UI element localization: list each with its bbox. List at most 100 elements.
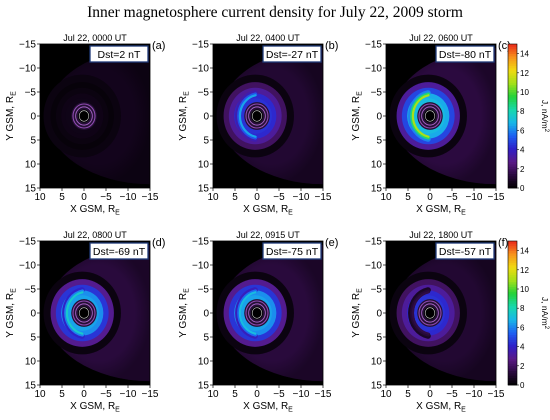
colorbar-tick-label: 6 (520, 126, 525, 135)
colorbar-cell (508, 320, 517, 323)
colorbar-tick-label: 8 (520, 304, 525, 313)
colorbar-cell (508, 82, 517, 86)
colorbar-cell (508, 250, 517, 254)
colorbar-label: J, nA/m2 (540, 100, 550, 133)
dst-box (89, 242, 149, 260)
panel-letter: (c) (498, 40, 511, 52)
colorbar-cell (508, 253, 517, 256)
panel-letter: (f) (498, 237, 508, 249)
colorbar-cell (508, 116, 517, 119)
colorbar-cell (508, 358, 517, 362)
colorbar-cell (508, 289, 517, 292)
colorbar-cell (508, 161, 517, 165)
colorbar-cell (508, 65, 517, 69)
y-tick-label: 15 (198, 184, 210, 195)
panel-letter: (a) (152, 40, 165, 52)
colorbar-cell (508, 168, 517, 172)
x-tick-label: 0 (427, 389, 433, 400)
colorbar-cell (508, 178, 517, 182)
partial-ring-current (238, 291, 257, 335)
y-tick-label: −15 (192, 40, 209, 51)
colorbar-cell (508, 51, 517, 54)
x-tick-label: 0 (81, 389, 87, 400)
colorbar-cell (508, 152, 517, 155)
colorbar-cell (508, 291, 517, 295)
colorbar-cell (508, 63, 517, 66)
x-tick-label: 0 (254, 192, 260, 203)
x-axis-label: X GSM, RE (416, 401, 466, 414)
colorbar-cell (508, 68, 517, 71)
colorbar-cell (508, 159, 517, 162)
colorbar-cell (508, 94, 517, 98)
dst-label: Dst=-80 nT (439, 49, 492, 61)
y-tick-label: 10 (25, 357, 37, 368)
x-tick-label: −5 (100, 192, 112, 203)
inner-ring (421, 303, 439, 323)
x-tick-label: 5 (59, 192, 65, 203)
colorbar-cell (508, 341, 517, 345)
y-axis-label: Y GSM, RE (178, 91, 191, 141)
partial-ring-current (238, 94, 257, 138)
y-tick-label: −5 (198, 285, 210, 296)
colorbar-cell (508, 361, 517, 364)
colorbar-tick-label: 6 (520, 323, 525, 332)
dst-box (435, 45, 495, 63)
colorbar-cell (508, 101, 517, 105)
colorbar-cell (508, 313, 517, 316)
y-tick-label: −15 (19, 237, 36, 248)
colorbar-cell (508, 245, 517, 249)
colorbar-cell (508, 279, 517, 283)
x-tick-label: 5 (232, 192, 238, 203)
colorbar-cell (508, 173, 517, 177)
x-tick-label: −5 (273, 389, 285, 400)
colorbar-cell (508, 305, 517, 309)
colorbar-cell (508, 130, 517, 134)
colorbar-cell (508, 255, 517, 259)
colorbar-cell (508, 106, 517, 110)
x-tick-label: 10 (380, 389, 392, 400)
colorbar-tick-label: 8 (520, 107, 525, 116)
y-tick-label: −5 (25, 285, 37, 296)
colorbar-cell (508, 332, 517, 335)
earth-marker (424, 109, 436, 123)
colorbar-cell (508, 373, 517, 376)
colorbar-cell (508, 44, 517, 47)
colorbar-cell (508, 286, 517, 290)
x-tick-label: 5 (59, 389, 65, 400)
colorbar-cell (508, 351, 517, 355)
colorbar: 0 2 4 6 8 10 12 14 J, nA/m2 (507, 240, 550, 390)
dst-label: Dst=-57 nT (439, 246, 492, 258)
y-tick-label: −5 (371, 88, 383, 99)
colorbar-tick-label: 2 (520, 362, 525, 371)
x-tick-label: 0 (81, 192, 87, 203)
x-tick-label: −5 (100, 389, 112, 400)
inner-ring (421, 106, 439, 126)
earth-marker (424, 306, 436, 320)
y-tick-label: −15 (192, 237, 209, 248)
x-tick-label: −5 (273, 192, 285, 203)
x-tick-label: −10 (120, 192, 137, 203)
colorbar-tick-label: 0 (520, 381, 525, 390)
colorbar-cell (508, 339, 517, 343)
y-tick-label: 10 (371, 160, 383, 171)
colorbar-cell (508, 298, 517, 302)
earth-outline (424, 110, 436, 122)
y-axis-label: Y GSM, RE (351, 288, 364, 338)
colorbar-cell (508, 176, 517, 179)
colorbar-cell (508, 274, 517, 278)
y-axis-label: Y GSM, RE (351, 91, 364, 141)
colorbar-cell (508, 137, 517, 141)
colorbar-cell (508, 322, 517, 326)
dst-box (435, 242, 495, 260)
dst-label: Dst=-75 nT (266, 246, 319, 258)
panel-title: Jul 22, 0915 UT (236, 230, 300, 240)
y-tick-label: 10 (25, 160, 37, 171)
y-tick-label: −15 (365, 40, 382, 51)
inner-ring (418, 300, 442, 326)
panel-title: Jul 22, 0600 UT (409, 33, 473, 43)
colorbar-cell (508, 80, 517, 83)
colorbar-cell (508, 56, 517, 59)
colorbar-cell (508, 377, 517, 381)
